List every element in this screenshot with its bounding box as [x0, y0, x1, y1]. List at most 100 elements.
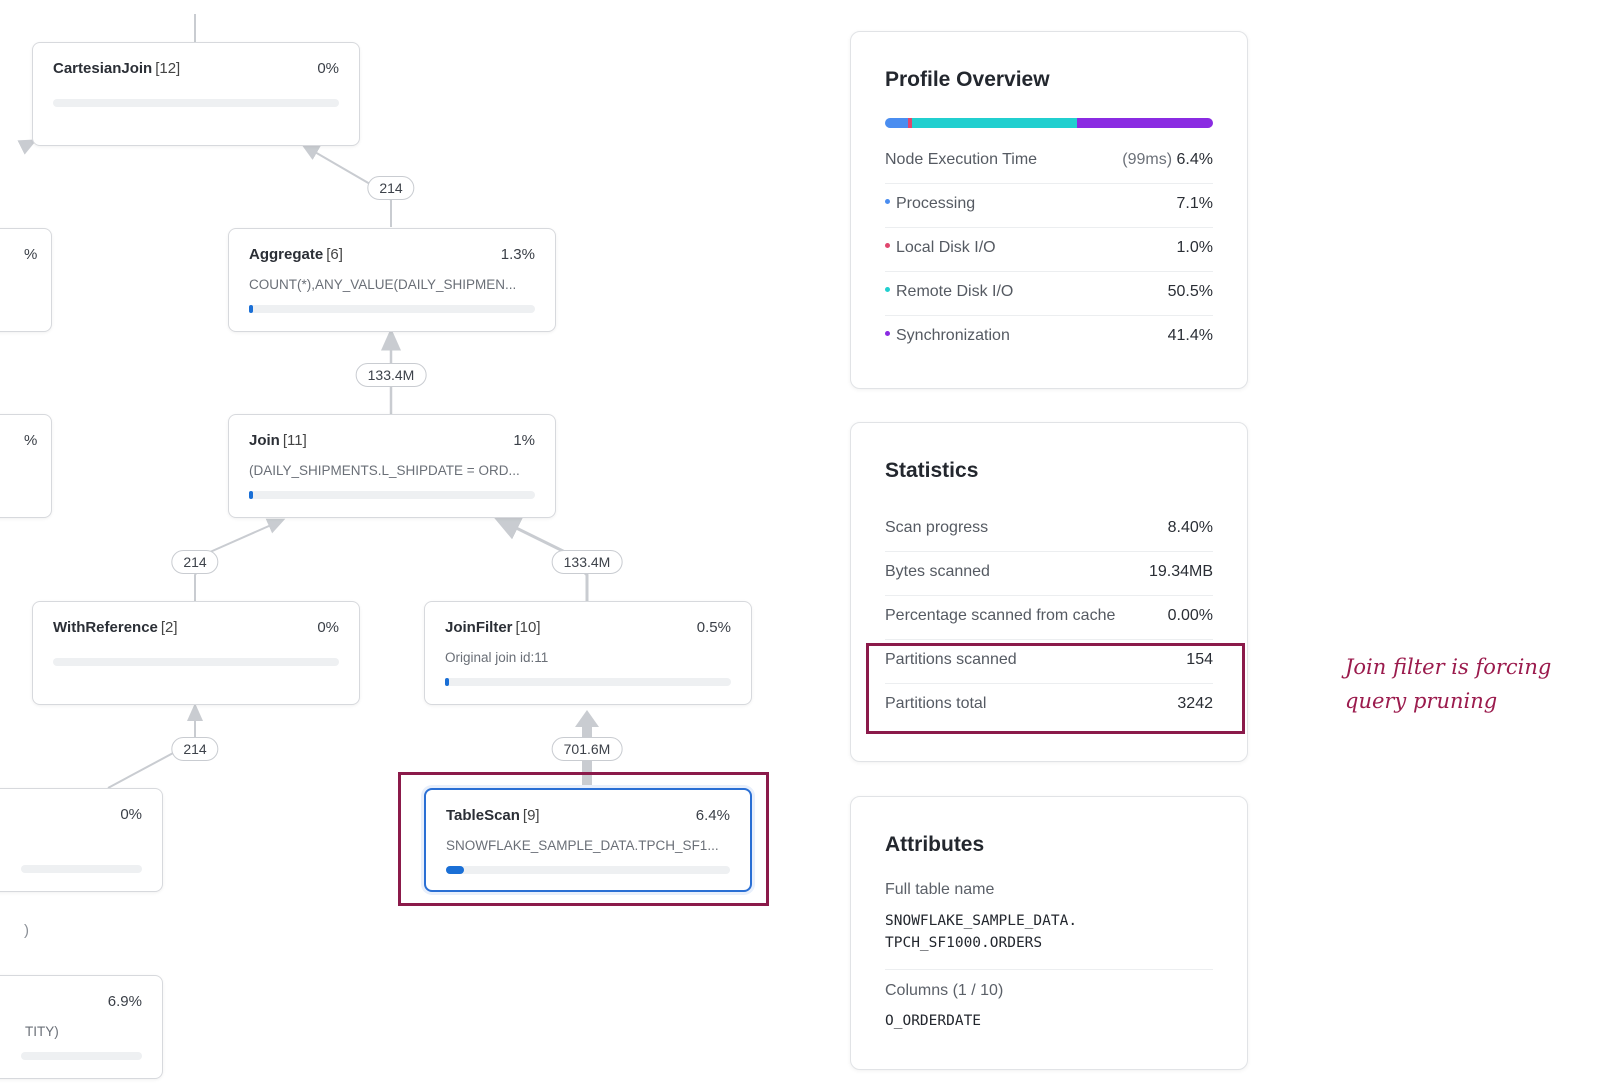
row-label: Local Disk I/O	[896, 239, 996, 256]
node-progress-bar	[53, 99, 339, 107]
row-label: Bytes scanned	[885, 563, 990, 580]
panel-title: Statistics	[885, 459, 979, 482]
panel-title: Profile Overview	[885, 68, 1050, 91]
node-partial-left-1[interactable]	[0, 228, 52, 332]
edge-label-rows: 133.4M	[551, 550, 623, 574]
row-value: 3242	[1177, 695, 1213, 712]
edge-left-cut	[17, 139, 38, 155]
statistics-panel: Statistics Scan progress 8.40% Bytes sca…	[850, 422, 1248, 762]
node-detail: COUNT(*),ANY_VALUE(DAILY_SHIPMEN...	[249, 277, 517, 292]
row-value: 8.40%	[1167, 519, 1213, 536]
node-percent: 1%	[513, 432, 535, 449]
node-percent: 0%	[317, 60, 339, 77]
row-label: Processing	[896, 195, 976, 212]
panel-title: Attributes	[885, 833, 985, 856]
node-id: [12]	[155, 60, 181, 77]
node-partial-bottom-2[interactable]: 6.9% TITY)	[0, 975, 163, 1079]
row-label: Partitions total	[885, 695, 987, 712]
row-label: Percentage scanned from cache	[885, 607, 1116, 624]
synchronization-dot-icon	[885, 331, 890, 337]
local-disk-dot-icon	[885, 243, 890, 249]
breakdown-row-remote-disk: Remote Disk I/O 50.5%	[885, 271, 1213, 316]
divider	[885, 969, 1213, 970]
node-partial-left-2[interactable]	[0, 414, 52, 518]
breakdown-segment-remote-disk	[911, 118, 1078, 128]
row-label: Remote Disk I/O	[896, 283, 1014, 300]
node-progress-bar	[446, 866, 730, 874]
breakdown-segment-local-disk	[908, 118, 912, 128]
node-name: TableScan	[446, 807, 520, 824]
query-profile-graph: CartesianJoin [12] 0% Aggregate [6] 1.3% C…	[0, 14, 769, 1079]
node-percent: 0%	[120, 806, 142, 823]
row-label: Scan progress	[885, 519, 989, 536]
node-detail: SNOWFLAKE_SAMPLE_DATA.TPCH_SF1...	[446, 838, 719, 853]
node-progress-fill	[249, 491, 254, 499]
row-label: Node Execution Time	[885, 151, 1038, 168]
breakdown-row-processing: Processing 7.1%	[885, 183, 1213, 228]
node-name: Join	[249, 432, 280, 449]
node-progress-fill	[446, 866, 465, 874]
stat-row-bytes-scanned: Bytes scanned 19.34MB	[885, 551, 1213, 596]
row-value: (99ms) 6.4%	[1122, 151, 1213, 169]
edge-label-rows: 214	[171, 550, 219, 574]
node-detail: Original join id:11	[445, 650, 549, 665]
edge-label-rows: 701.6M	[551, 737, 623, 761]
node-detail: TITY)	[25, 1024, 59, 1039]
node-percent: 0.5%	[696, 619, 731, 636]
node-percent: 1.3%	[500, 246, 535, 263]
stat-row-partitions-total: Partitions total 3242	[885, 683, 1213, 727]
row-value: 154	[1186, 651, 1213, 668]
node-join-filter[interactable]: JoinFilter [10] 0.5% Original join id:11	[424, 601, 752, 705]
node-name: Aggregate	[249, 246, 324, 263]
node-percent: 6.4%	[695, 807, 730, 824]
breakdown-row-synchronization: Synchronization 41.4%	[885, 315, 1213, 359]
breakdown-segment-processing	[885, 118, 909, 128]
row-value: 50.5%	[1167, 283, 1213, 300]
node-execution-time-row: Node Execution Time (99ms) 6.4%	[885, 139, 1213, 184]
node-progress-bar	[249, 305, 535, 313]
node-progress-bar	[445, 678, 731, 686]
node-id: [9]	[522, 807, 540, 824]
breakdown-segment-synchronization	[1077, 118, 1213, 128]
node-progress-fill	[249, 305, 254, 313]
node-cartesian-join[interactable]: CartesianJoin [12] 0%	[32, 42, 360, 146]
node-partial-bottom-1[interactable]: 0%	[0, 788, 163, 892]
node-progress-bar	[249, 491, 535, 499]
node-progress-bar	[21, 1052, 142, 1060]
row-value: 19.34MB	[1148, 563, 1213, 580]
node-progress-fill	[445, 678, 450, 686]
stat-row-cache-percentage: Percentage scanned from cache 0.00%	[885, 595, 1213, 640]
processing-dot-icon	[885, 199, 890, 205]
edge-label-rows: 133.4M	[355, 363, 427, 387]
node-name: CartesianJoin	[53, 60, 153, 77]
graph-edges	[17, 14, 599, 789]
node-id: [11]	[282, 432, 307, 449]
execution-breakdown-bar	[885, 118, 1213, 128]
node-percent: 0%	[317, 619, 339, 636]
node-join[interactable]: Join [11] 1% (DAILY_SHIPMENTS.L_SHIPDATE …	[228, 414, 556, 518]
breakdown-row-local-disk: Local Disk I/O 1.0%	[885, 227, 1213, 272]
row-label: Partitions scanned	[885, 651, 1017, 668]
node-execution-pct: 6.4%	[1176, 151, 1213, 168]
node-partial-text: )	[24, 922, 29, 939]
row-value: 0.00%	[1167, 607, 1213, 624]
node-with-reference[interactable]: WithReference [2] 0%	[32, 601, 360, 705]
node-name: WithReference	[53, 619, 158, 636]
edge-tablescan-arrowhead	[575, 710, 599, 727]
stat-row-partitions-scanned: Partitions scanned 154	[885, 639, 1213, 684]
tablescan-highlight-box	[398, 772, 769, 906]
annotation-note: Join filter is forcing query pruning	[1345, 650, 1551, 718]
node-table-scan[interactable]: TableScan [9] 6.4% SNOWFLAKE_SAMPLE_DATA.…	[424, 788, 752, 892]
columns-label: Columns (1 / 10)	[885, 982, 1004, 999]
node-percent: 6.9%	[107, 993, 142, 1010]
node-id: [2]	[160, 619, 178, 636]
node-progress-bar	[53, 658, 339, 666]
partitions-highlight-box	[866, 643, 1245, 734]
annotation-line-2: query pruning	[1345, 689, 1498, 713]
row-value: 1.0%	[1176, 239, 1213, 256]
annotation-line-1: Join filter is forcing	[1345, 655, 1552, 679]
columns-value: O_ORDERDATE	[885, 1013, 982, 1029]
node-id: [10]	[515, 619, 541, 636]
node-aggregate[interactable]: Aggregate [6] 1.3% COUNT(*),ANY_VALUE(DAI…	[228, 228, 556, 332]
row-label: Synchronization	[896, 327, 1010, 344]
